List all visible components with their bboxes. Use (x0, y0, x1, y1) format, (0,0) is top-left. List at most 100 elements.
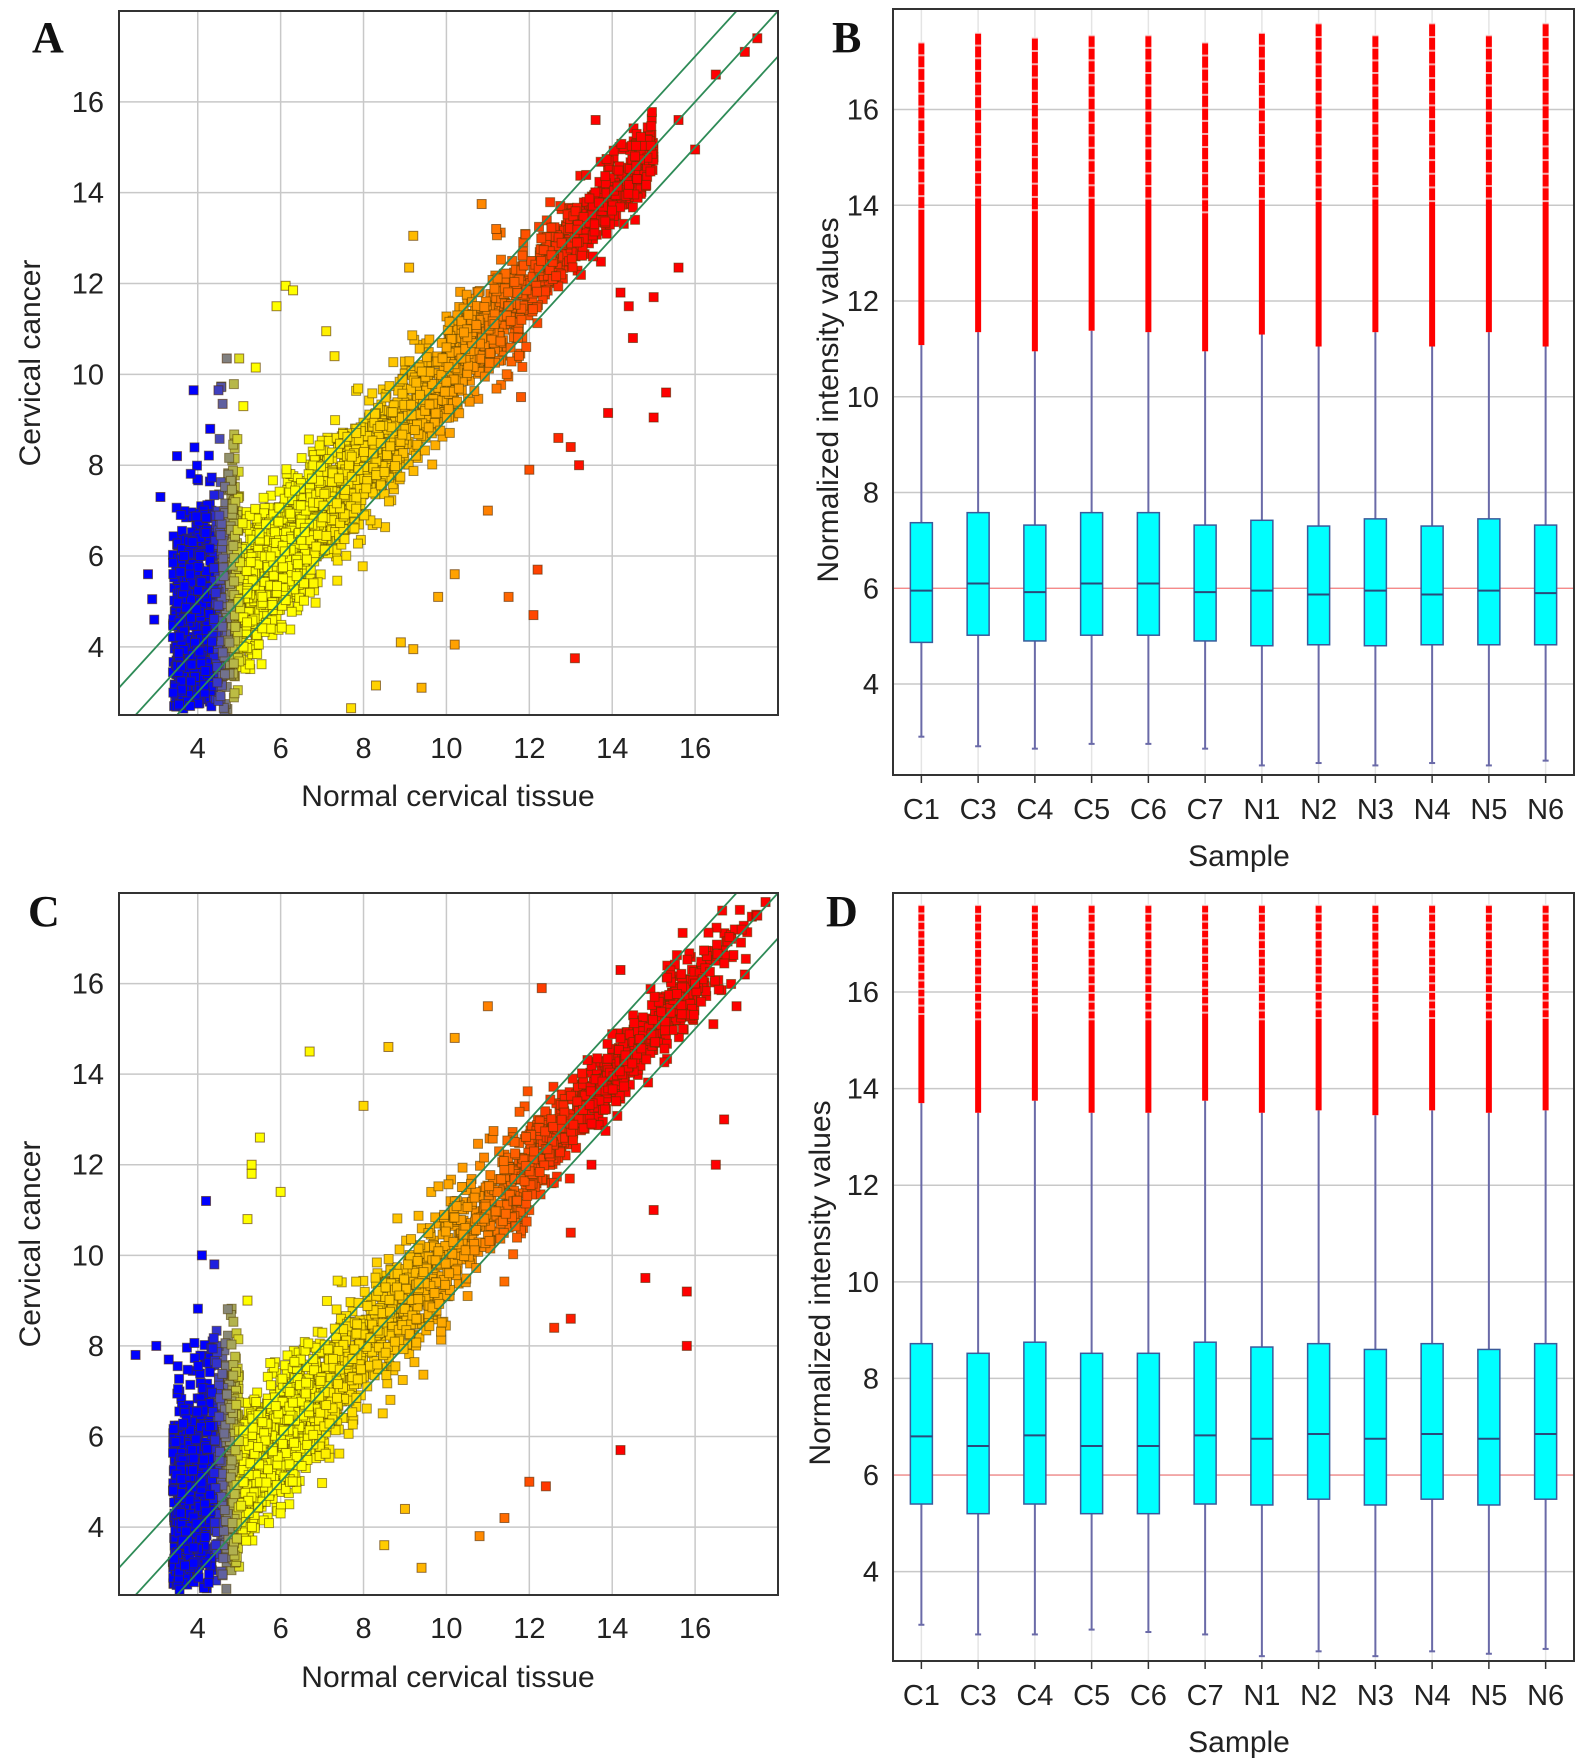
data-point (600, 216, 611, 227)
data-point (330, 415, 341, 426)
outlier-gap (1201, 198, 1209, 201)
points-layer (119, 893, 778, 1595)
outlier-gap (1201, 106, 1209, 109)
data-point (441, 412, 452, 423)
data-point (186, 659, 197, 670)
data-point (351, 428, 362, 439)
data-point (395, 471, 406, 482)
outlier-gap (974, 183, 982, 186)
outlier-gap (1201, 211, 1209, 214)
data-point (219, 669, 230, 680)
box (1363, 518, 1388, 647)
y-tick-label: 10 (72, 1240, 104, 1272)
outlier-gap (1031, 116, 1039, 119)
data-point (277, 573, 288, 584)
data-point (195, 551, 206, 562)
data-point (232, 434, 243, 445)
outlier-gap (1031, 63, 1039, 66)
outlier-point (172, 451, 183, 462)
data-point (228, 379, 239, 390)
data-point (441, 342, 452, 353)
data-point (553, 281, 564, 292)
data-point (224, 637, 235, 648)
data-point (509, 276, 520, 287)
outlier-gap (1258, 82, 1266, 85)
outlier-gap (1258, 159, 1266, 162)
data-point (408, 466, 419, 477)
data-point (168, 687, 179, 698)
category-label: C7 (1187, 794, 1224, 826)
outlier-gap (1144, 34, 1152, 37)
data-point (221, 1583, 232, 1594)
outlier-point (271, 301, 282, 312)
data-point (473, 287, 484, 298)
outlier-gap (1201, 185, 1209, 188)
outlier-gap (1031, 142, 1039, 145)
data-point (210, 587, 221, 598)
data-point (209, 563, 220, 574)
outlier-point (238, 401, 249, 412)
data-point (375, 421, 386, 432)
outlier-band (1088, 35, 1095, 331)
outlier-gap (1031, 76, 1039, 79)
data-point (281, 464, 292, 475)
data-point (503, 287, 514, 298)
outlier-point (569, 653, 580, 664)
data-point (299, 578, 310, 589)
outlier-gap (1542, 90, 1550, 93)
outlier-point (408, 644, 419, 655)
data-point (201, 512, 212, 523)
x-tick-label: 14 (596, 733, 628, 765)
outlier-gap (1542, 118, 1550, 121)
outlier-gap (974, 44, 982, 47)
data-point (444, 427, 455, 438)
outlier-gap (974, 107, 982, 110)
outlier-gap (917, 207, 925, 210)
data-point (461, 289, 472, 300)
data-point (414, 343, 425, 354)
outlier-gap (1144, 134, 1152, 137)
data-point (370, 408, 381, 419)
outlier-gap (1542, 145, 1550, 148)
data-point (185, 612, 196, 623)
data-point (317, 512, 328, 523)
outlier-point (346, 703, 357, 714)
data-point (484, 357, 495, 368)
category-label: C5 (1073, 794, 1110, 826)
data-point (424, 334, 435, 345)
data-point (224, 452, 235, 463)
outlier-gap (1201, 41, 1209, 44)
outlier-gap (1315, 186, 1323, 189)
outlier-gap (1371, 34, 1379, 37)
outlier-gap (1485, 34, 1493, 37)
data-point (185, 569, 196, 580)
outlier-gap (1428, 131, 1436, 134)
data-point (201, 625, 212, 636)
category-label: N4 (1414, 794, 1451, 826)
data-point (217, 621, 228, 632)
outlier-gap (1144, 72, 1152, 75)
outlier-gap (1485, 172, 1493, 175)
data-point (237, 518, 248, 529)
outlier-point (673, 262, 684, 273)
outlier-point (449, 639, 460, 650)
data-point (501, 369, 512, 380)
data-point (200, 527, 211, 538)
data-point (578, 211, 589, 222)
outlier-gap (1542, 36, 1550, 39)
outlier-gap (917, 143, 925, 146)
data-point (272, 581, 283, 592)
outlier-point (395, 637, 406, 648)
outlier-gap (1088, 84, 1096, 87)
outlier-gap (1201, 54, 1209, 57)
outlier-gap (1258, 197, 1266, 200)
outlier-gap (1428, 49, 1436, 52)
data-point (176, 684, 187, 695)
y-tick-label: 12 (847, 286, 879, 318)
outlier-gap (1371, 172, 1379, 175)
outlier-point (433, 591, 444, 602)
box (1023, 524, 1047, 642)
outlier-gap (1144, 185, 1152, 188)
data-point (215, 530, 226, 541)
outlier-point (648, 412, 659, 423)
